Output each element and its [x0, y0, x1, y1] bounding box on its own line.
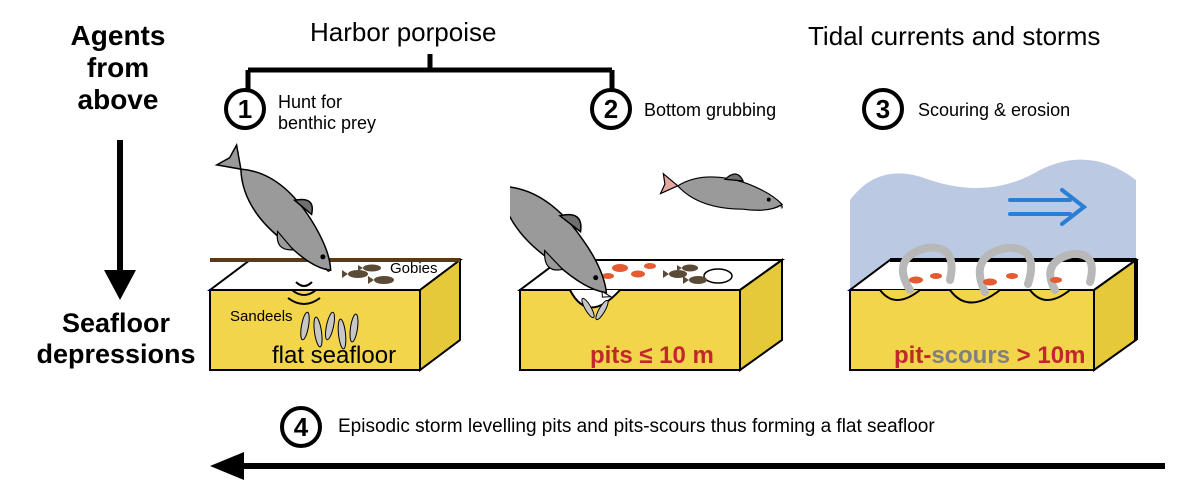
long-left-arrow-icon	[210, 448, 1170, 488]
block1-sandeels-label: Sandeels	[230, 308, 293, 325]
step-4-circle: 4	[280, 406, 322, 448]
b3-gt: > 10m	[1010, 342, 1085, 369]
header-tidal: Tidal currents and storms	[808, 22, 1100, 52]
step-2-num: 2	[604, 94, 618, 125]
block1-gobies-label: Gobies	[390, 260, 438, 277]
step1-l2: benthic prey	[278, 113, 376, 133]
step1-l1: Hunt for	[278, 92, 342, 112]
down-arrow-icon	[100, 140, 140, 300]
b3-pit: pit-	[894, 342, 931, 369]
step-4-label: Episodic storm levelling pits and pits-s…	[338, 416, 935, 438]
agents-l3: above	[78, 84, 159, 115]
step-4-num: 4	[294, 412, 308, 443]
agents-from-above: Agents from above	[48, 20, 188, 117]
seafloor-depressions: Seafloor depressions	[26, 308, 206, 370]
seafloor-l2: depressions	[36, 339, 195, 369]
step-2-label: Bottom grubbing	[644, 100, 776, 121]
step-3-label: Scouring & erosion	[918, 100, 1070, 121]
block2-caption: pits ≤ 10 m	[590, 342, 714, 370]
agents-l2: from	[87, 52, 149, 83]
seafloor-l1: Seafloor	[62, 308, 170, 338]
step-1-label: Hunt for benthic prey	[278, 92, 376, 133]
header-porpoise: Harbor porpoise	[310, 18, 496, 48]
step-3-num: 3	[876, 94, 890, 125]
step-2-circle: 2	[590, 88, 632, 130]
step-3-circle: 3	[862, 88, 904, 130]
agents-l1: Agents	[71, 20, 166, 51]
block1-caption: flat seafloor	[272, 342, 396, 370]
block3-caption: pit-scours > 10m	[894, 342, 1085, 370]
step-1-circle: 1	[224, 88, 266, 130]
b3-scours: scours	[931, 342, 1010, 369]
step-1-num: 1	[238, 94, 252, 125]
